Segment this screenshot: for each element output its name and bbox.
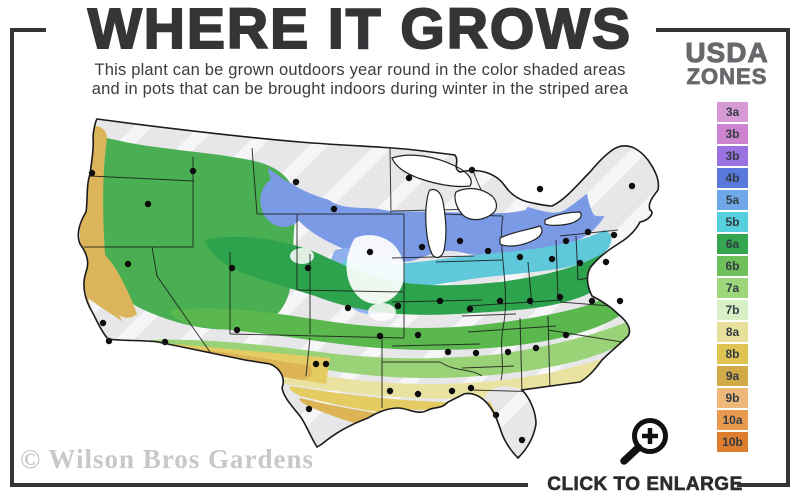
city-dot (344, 304, 352, 312)
zone-chip-3a: 3a (717, 102, 748, 122)
header: WHERE IT GROWS This plant can be grown o… (40, 0, 680, 98)
city-dot (610, 231, 618, 239)
city-dot (330, 205, 338, 213)
city-dot (562, 237, 570, 245)
frame-bottom-right-segment (737, 483, 790, 487)
city-dot (414, 331, 422, 339)
city-dot (628, 182, 636, 190)
city-dot (322, 360, 330, 368)
city-dot (414, 390, 422, 398)
city-dot (548, 255, 556, 263)
zone-chip-6b: 6b (717, 256, 748, 276)
legend-heading: USDA ZONES (664, 37, 790, 89)
city-dot (233, 326, 241, 334)
city-dot (472, 349, 480, 357)
city-dot (516, 253, 524, 261)
city-dot (484, 247, 492, 255)
frame-bottom-left-segment (10, 483, 528, 487)
zone-chip-8a: 8a (717, 322, 748, 342)
watermark: © Wilson Bros Gardens (20, 444, 314, 474)
city-dot (292, 178, 300, 186)
frame-top-left-segment (10, 28, 46, 32)
frame-right-border (786, 28, 790, 487)
city-dot (366, 248, 374, 256)
city-dot (405, 174, 413, 182)
frame-left-border (10, 28, 14, 487)
us-outline (77, 118, 660, 460)
zone-chip-10b: 10b (717, 432, 748, 452)
great-lakes (391, 154, 582, 259)
city-dot (456, 237, 464, 245)
zone-chips: 3a 3b 3b 4b 5a 5b 6a 6b 7a 7b 8a 8b 9a 9b 10a 10b (717, 102, 748, 454)
city-dot (394, 302, 402, 310)
zone-chip-5a: 5a (717, 190, 748, 210)
city-dot (556, 293, 564, 301)
city-dot (616, 297, 624, 305)
legend-heading-usda: USDA (685, 37, 769, 68)
city-dot (312, 360, 320, 368)
city-dot (99, 319, 107, 327)
zone-chip-9b: 9b (717, 388, 748, 408)
page-title: WHERE IT GROWS (87, 0, 633, 61)
frame-top-right-segment (656, 28, 790, 32)
city-dot (467, 384, 475, 392)
city-dot (466, 305, 474, 313)
zone-chip-7b: 7b (717, 300, 748, 320)
magnifier-plus-icon[interactable] (612, 414, 678, 468)
zone-chip-7a: 7a (717, 278, 748, 298)
zone-chip-8b: 8b (717, 344, 748, 364)
city-dot (386, 387, 394, 395)
zone-chip-5b: 5b (717, 212, 748, 232)
zone-chip-9a: 9a (717, 366, 748, 386)
city-dot (304, 264, 312, 272)
city-dot (305, 405, 313, 413)
city-dot (562, 331, 570, 339)
city-dot (418, 243, 426, 251)
city-dot (144, 200, 152, 208)
city-dot (536, 185, 544, 193)
city-dot (189, 167, 197, 175)
city-dot (448, 387, 456, 395)
zone-chip-6a: 6a (717, 234, 748, 254)
city-dot (496, 297, 504, 305)
enlarge-button[interactable]: CLICK TO ENLARGE (540, 414, 750, 496)
zone-chip-4b: 4b (717, 168, 748, 188)
zone-chip-3b: 3b (717, 146, 748, 166)
subtitle-line-1: This plant can be grown outdoors year ro… (94, 61, 626, 80)
city-dot (436, 297, 444, 305)
zone-chip-10a: 10a (717, 410, 748, 430)
city-dot (376, 332, 384, 340)
city-dot (504, 348, 512, 356)
city-dot (526, 297, 534, 305)
city-dot (532, 344, 540, 352)
city-dot (584, 228, 592, 236)
legend-heading-zones: ZONES (686, 63, 768, 89)
city-dot (588, 297, 596, 305)
city-dot (444, 348, 452, 356)
enlarge-label: CLICK TO ENLARGE (547, 474, 743, 496)
city-dot (228, 264, 236, 272)
subtitle-line-2: and in pots that can be brought indoors … (91, 79, 629, 98)
city-dot (124, 260, 132, 268)
zone-chip-3b: 3b (717, 124, 748, 144)
city-dots (88, 166, 636, 444)
city-dot (602, 258, 610, 266)
city-dot (518, 436, 526, 444)
city-dot (576, 259, 584, 267)
